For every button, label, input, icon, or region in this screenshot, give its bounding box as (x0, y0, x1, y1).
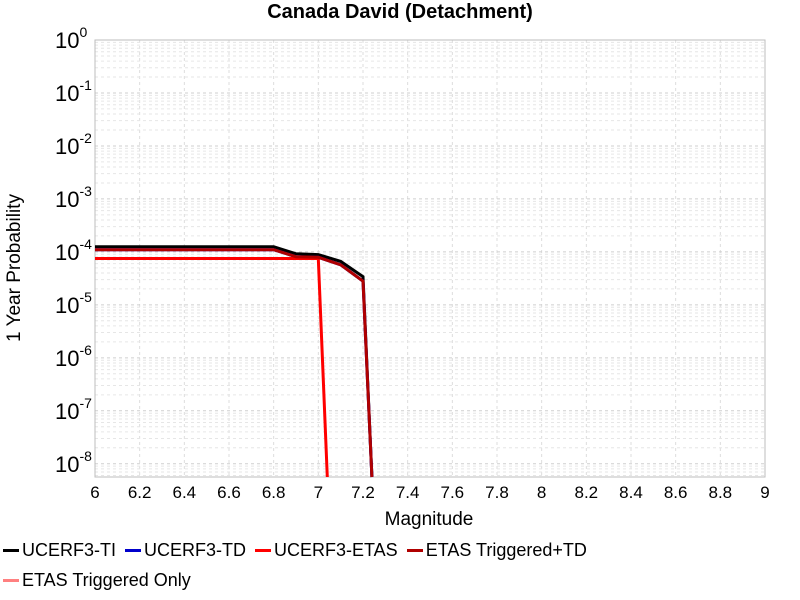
x-tick-label: 6.8 (262, 483, 286, 502)
x-tick-label: 7.2 (351, 483, 375, 502)
x-tick-label: 8.4 (619, 483, 643, 502)
x-tick-label: 8.2 (575, 483, 599, 502)
legend-item: UCERF3-TD (122, 540, 246, 561)
y-tick-label: 10-7 (55, 395, 92, 424)
y-tick-label: 10-2 (55, 130, 92, 159)
x-tick-label: 7 (314, 483, 323, 502)
y-tick-label: 10-3 (55, 183, 92, 212)
legend-swatch (406, 549, 423, 552)
legend-item: ETAS Triggered Only (0, 570, 191, 591)
x-tick-label: 8.8 (709, 483, 733, 502)
x-tick-label: 6.6 (217, 483, 241, 502)
x-tick-labels: 6 6.2 6.4 6.6 6.8 7 7.2 7.4 7.6 7.8 8 8.2 8.4 8.6 8.8 9 (90, 483, 769, 502)
legend-swatch (3, 549, 19, 552)
x-tick-label: 8 (537, 483, 546, 502)
y-tick-label: 10-5 (55, 289, 92, 318)
legend-swatch (255, 549, 271, 552)
x-tick-label: 7.6 (441, 483, 465, 502)
y-tick-label: 10-6 (55, 342, 92, 371)
x-axis-label: Magnitude (385, 509, 474, 530)
chart-title: Canada David (Detachment) (267, 1, 533, 23)
legend-label: ETAS Triggered+TD (425, 540, 587, 560)
x-tick-label: 7.8 (485, 483, 509, 502)
legend-item: ETAS Triggered+TD (404, 540, 587, 561)
x-tick-label: 7.4 (396, 483, 420, 502)
y-tick-label: 100 (55, 24, 87, 53)
legend-item: UCERF3-TI (0, 540, 116, 561)
legend-row: ETAS Triggered Only (0, 566, 197, 594)
series-lines (95, 245, 374, 478)
x-tick-label: 9 (760, 483, 769, 502)
legend-label: UCERF3-TD (144, 540, 246, 560)
legend-item: UCERF3-ETAS (252, 540, 398, 561)
y-tick-label: 10-8 (55, 448, 92, 477)
y-tick-label: 10-4 (55, 236, 92, 265)
x-tick-label: 8.6 (664, 483, 688, 502)
y-tick-labels: 100 10-1 10-2 10-3 10-4 10-5 10-6 10-7 10-8 (55, 24, 92, 477)
legend-swatch (3, 579, 19, 582)
legend-label: UCERF3-TI (22, 540, 116, 560)
series-line (95, 245, 374, 478)
x-tick-label: 6.4 (173, 483, 197, 502)
legend-swatch (125, 549, 141, 552)
x-tick-label: 6.2 (128, 483, 152, 502)
y-axis-label: 1 Year Probability (4, 194, 25, 342)
series-line (95, 248, 374, 478)
grid (94, 39, 766, 477)
series-line (95, 257, 329, 478)
legend-label: UCERF3-ETAS (274, 540, 398, 560)
y-tick-label: 10-1 (55, 77, 92, 106)
legend-row: UCERF3-TI UCERF3-TD UCERF3-ETAS ETAS Trigge… (0, 536, 593, 564)
legend-label: ETAS Triggered Only (22, 570, 191, 590)
x-tick-label: 6 (90, 483, 99, 502)
